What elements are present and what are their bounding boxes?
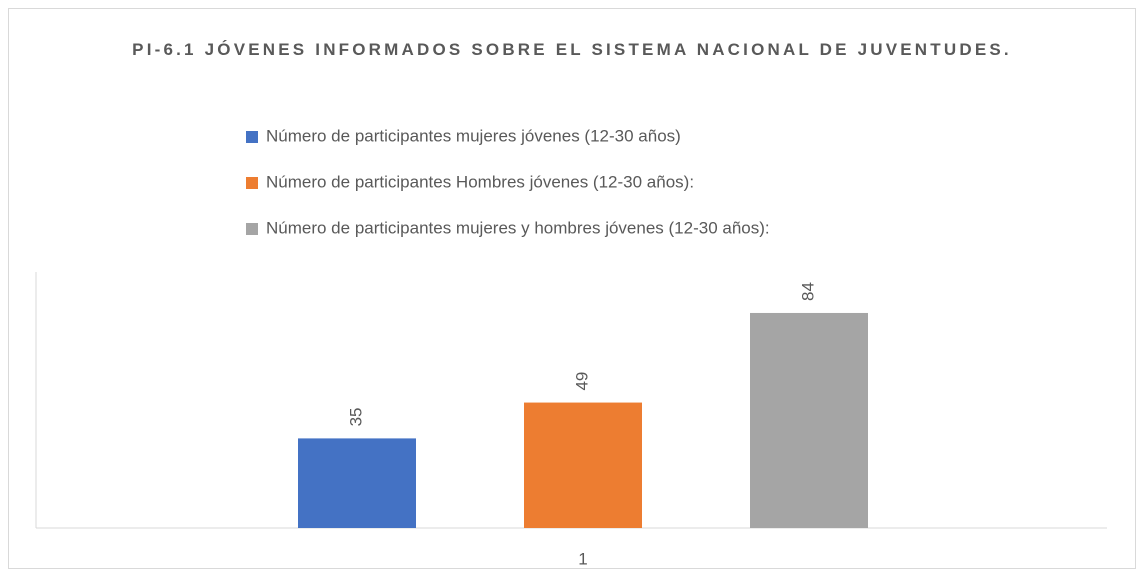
- legend-swatch: [246, 177, 258, 189]
- chart-frame: [8, 8, 1136, 569]
- legend-label: Número de participantes Hombres jóvenes …: [266, 172, 694, 191]
- chart-title: PI-6.1 JÓVENES INFORMADOS SOBRE EL SISTE…: [132, 40, 1012, 59]
- x-tick-label: 1: [578, 549, 587, 568]
- legend-label: Número de participantes mujeres y hombre…: [266, 218, 770, 237]
- legend-swatch: [246, 223, 258, 235]
- bar: [750, 312, 868, 528]
- bar: [524, 402, 642, 528]
- legend-swatch: [246, 131, 258, 143]
- bar: [298, 438, 416, 528]
- data-label: 49: [572, 372, 591, 391]
- legend-label: Número de participantes mujeres jóvenes …: [266, 126, 681, 145]
- data-label: 84: [798, 282, 817, 301]
- data-label: 35: [346, 407, 365, 426]
